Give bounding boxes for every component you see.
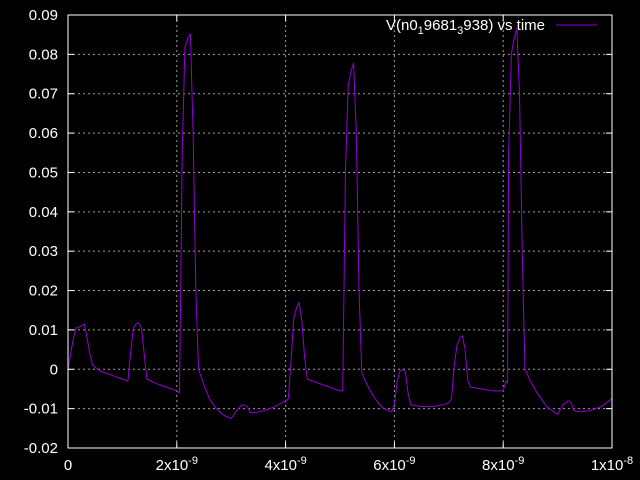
y-tick-label: 0.01 bbox=[29, 322, 58, 339]
y-tick-label: -0.02 bbox=[24, 440, 58, 457]
series-layer bbox=[67, 28, 613, 419]
y-tick-label: -0.01 bbox=[24, 401, 58, 418]
x-tick-label: 6x10-9 bbox=[373, 455, 415, 474]
y-tick-label: 0.07 bbox=[29, 86, 58, 103]
grid bbox=[68, 15, 612, 448]
y-tick-label: 0 bbox=[50, 361, 58, 378]
x-tick-label: 2x10-9 bbox=[156, 455, 198, 474]
y-tick-label: 0.02 bbox=[29, 283, 58, 300]
y-tick-label: 0.04 bbox=[29, 204, 58, 221]
x-tick-label: 4x10-9 bbox=[264, 455, 306, 474]
legend: V(n0196813938) vs time bbox=[386, 17, 597, 37]
x-tick-label: 0 bbox=[64, 457, 72, 474]
legend-label: V(n0196813938) vs time bbox=[386, 17, 545, 37]
x-tick-labels: 0 2x10-9 4x10-9 6x10-9 8x10-9 1x10-8 bbox=[64, 455, 633, 474]
x-tick-label: 1x10-8 bbox=[591, 455, 633, 474]
y-tick-label: 0.08 bbox=[29, 46, 58, 63]
y-tick-label: 0.09 bbox=[29, 7, 58, 24]
series-line bbox=[67, 28, 613, 419]
y-tick-labels: 0.09 0.08 0.07 0.06 0.05 0.04 0.03 0.02 0.01 0 -0.… bbox=[24, 7, 58, 457]
x-tick-label: 8x10-9 bbox=[482, 455, 524, 474]
y-tick-label: 0.06 bbox=[29, 125, 58, 142]
y-tick-label: 0.03 bbox=[29, 243, 58, 260]
plot-frame bbox=[67, 14, 613, 449]
y-tick-label: 0.05 bbox=[29, 164, 58, 181]
